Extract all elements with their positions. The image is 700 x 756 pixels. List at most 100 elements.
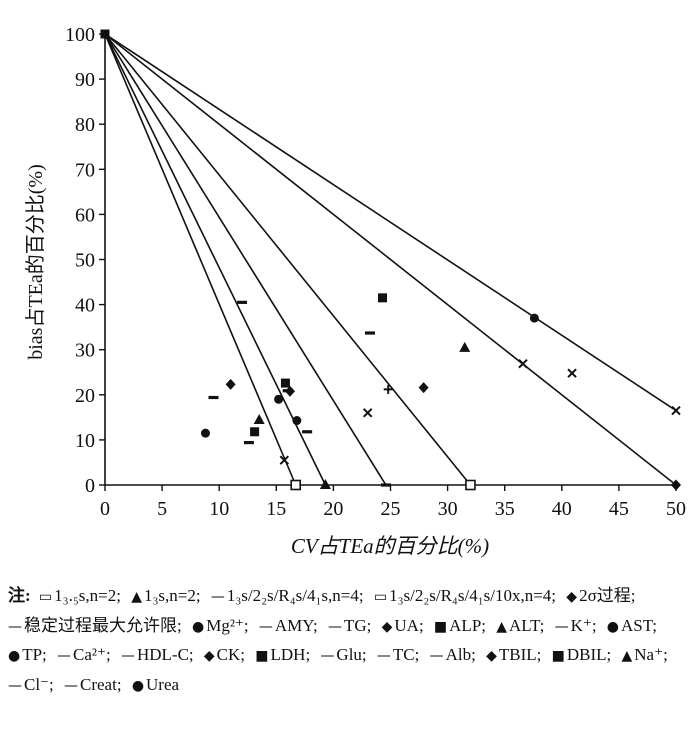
y-tick-label: 80 [75, 114, 95, 136]
legend-item: ■ LDH; [255, 645, 310, 664]
data-point [364, 331, 375, 335]
legend-marker-icon: — [210, 589, 225, 605]
data-point [243, 441, 254, 445]
legend-marker-icon: — [429, 648, 444, 664]
legend-label: 2σ过程; [579, 586, 636, 605]
data-point [285, 385, 296, 397]
x-tick-label: 25 [381, 498, 401, 520]
legend-marker-icon: ▲ [621, 648, 633, 664]
legend-item: ● AST; [607, 616, 657, 635]
y-tick-label: 70 [75, 159, 95, 181]
y-tick-label: 30 [75, 340, 95, 362]
data-point [362, 408, 373, 418]
legend-marker-icon: — [120, 648, 135, 664]
legend-label: Na⁺; [634, 645, 668, 664]
x-tick-label: 15 [266, 498, 286, 520]
legend-marker-icon: — [554, 618, 569, 635]
legend-item: — K⁺; [555, 616, 597, 635]
legend-item: — Ca²⁺; [57, 645, 111, 664]
x-axis-label: CV占TEa的百分比(%) [291, 534, 489, 558]
legend-label: UA; [394, 615, 424, 635]
legend-marker-icon: — [57, 648, 72, 664]
legend-marker-icon: ▲ [496, 618, 508, 635]
legend-marker-icon: — [258, 618, 273, 635]
legend-label: HDL-C; [136, 645, 194, 664]
x-tick-label: 30 [438, 498, 458, 520]
legend-item: — Alb; [430, 645, 476, 664]
legend-marker-icon: ◆ [203, 648, 215, 664]
legend-label: DBIL; [566, 645, 612, 664]
legend-marker-icon: ▲ [131, 589, 142, 605]
legend-label: Creat; [80, 674, 122, 694]
legend-marker-icon: ● [606, 618, 620, 635]
data-point [529, 313, 539, 323]
legend-marker-icon: — [8, 677, 22, 694]
legend-marker-icon: ■ [255, 648, 269, 664]
legend-marker-icon: ■ [433, 618, 448, 635]
legend-marker-icon: — [64, 677, 79, 694]
legend-item: — 稳定过程最大允许限; [8, 616, 182, 635]
data-point [418, 382, 429, 394]
legend-marker-icon: ◆ [486, 648, 497, 664]
legend-item: — Cl⁻; [8, 675, 54, 694]
data-point [208, 395, 219, 400]
legend-marker-icon: ● [131, 677, 145, 694]
data-point [280, 378, 290, 388]
data-point [378, 293, 388, 303]
legend-label: Alb; [445, 645, 476, 664]
legend-label: Urea [146, 674, 180, 694]
legend-marker-icon: ▭ [38, 589, 53, 605]
legend-item: — HDL-C; [121, 645, 194, 664]
legend-item: — AMY; [259, 616, 318, 635]
decision-line [104, 33, 677, 412]
x-tick-label: 50 [666, 498, 686, 520]
legend-item: ■ DBIL; [552, 645, 612, 664]
legend-list: ▭ 1₃.₅s,n=2; ▲ 1₃s,n=2; —1₃s/2₂s/R₄s/4₁s,n… [8, 586, 674, 694]
legend-item: ▭ 1₃.₅s,n=2; [39, 586, 121, 605]
legend-item: —1₃s/2₂s/R₄s/4₁s,n=4; [211, 586, 364, 605]
legend-item: ● Urea [132, 675, 179, 694]
data-point [237, 300, 248, 304]
y-axis-label: bias占TEa的百分比(%) [24, 164, 47, 360]
legend-item: ▲ 1₃s,n=2; [131, 586, 200, 605]
legend-item: ◆ TBIL; [486, 645, 541, 664]
data-point [274, 394, 284, 404]
decision-line [104, 33, 472, 486]
line-end-marker [380, 483, 391, 487]
legend-label: Cl⁻; [24, 674, 54, 694]
note-lead: 注: [8, 586, 31, 605]
legend-label: TC; [392, 645, 420, 664]
chart-points [200, 293, 577, 465]
y-tick-label: 60 [75, 204, 95, 226]
legend-label: ALT; [509, 615, 545, 635]
legend-marker-icon: — [327, 618, 342, 635]
legend-item: — TG; [328, 616, 371, 635]
data-point [567, 368, 577, 378]
scatter-chart: 0 10 20 30 40 50 60 70 80 90 100 0 5 10 15 20 25 30 35 40 45… [24, 24, 686, 558]
y-tick-label: 90 [75, 69, 95, 91]
data-point [200, 428, 210, 438]
legend-marker-icon: ◆ [566, 589, 578, 605]
y-tick-label: 50 [75, 250, 95, 272]
legend-label: ALP; [449, 615, 486, 635]
data-point [302, 430, 313, 434]
legend-item: ◆ CK; [204, 645, 245, 664]
line-end-marker [290, 479, 302, 491]
legend-label: Mg²⁺; [206, 615, 249, 635]
legend-marker-icon: — [8, 618, 22, 635]
y-tick-label: 0 [85, 475, 95, 497]
data-point [250, 427, 260, 437]
legend-item: — TC; [377, 645, 419, 664]
decision-line [104, 33, 327, 486]
legend-marker-icon: ● [8, 648, 21, 664]
legend-label: Ca²⁺; [73, 645, 111, 664]
x-tick-label: 0 [100, 498, 110, 520]
line-end-marker [465, 479, 476, 491]
legend-item: ▭ 1₃s/2₂s/R₄s/4₁s/10x,n=4; [374, 586, 556, 605]
legend-marker-icon: ◆ [381, 618, 393, 635]
y-tick-label: 100 [65, 24, 95, 46]
legend-label: 稳定过程最大允许限; [24, 615, 182, 635]
legend-label: 1₃s,n=2; [143, 586, 201, 605]
legend-marker-icon: — [320, 648, 335, 664]
legend-item: — Creat; [64, 675, 122, 694]
